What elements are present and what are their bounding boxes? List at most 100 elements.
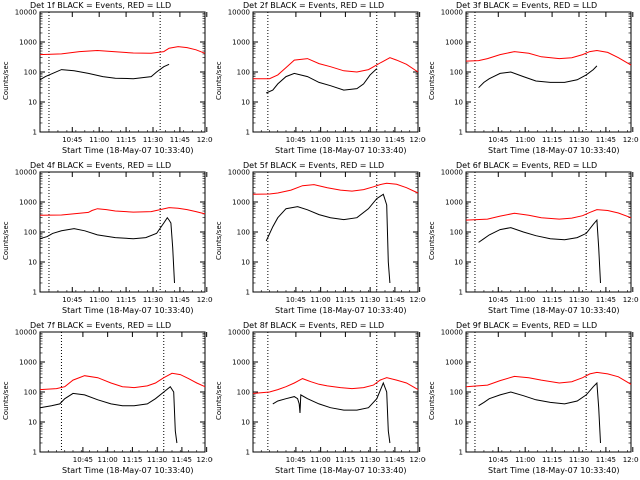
y-tick-label: 100 [24,389,37,397]
x-axis-label: Start Time (18-May-07 10:33:40) [62,466,194,475]
x-tick-label: 11:00 [515,136,535,144]
x-tick-label: 11:45 [385,136,405,144]
y-tick-label: 1000 [445,39,463,47]
plot-area: 10000 1000 100 10 1 10:45 11:00 11:15 11:30 11:45… [441,169,639,305]
plot-frame [465,171,632,293]
y-tick-label: 1000 [19,359,37,367]
x-tick-label: 11:30 [360,136,380,144]
y-tick-label: 100 [237,389,250,397]
y-tick-label: 10 [241,259,250,267]
panel-title: Det 2f BLACK = Events, RED = LLD [243,1,385,10]
panel-title: Det 7f BLACK = Events, RED = LLD [30,321,172,330]
x-tick-label: 11:15 [335,456,355,464]
lld-series-line [253,57,419,80]
y-tick-label: 1 [459,129,463,137]
x-tick-label: 11:15 [542,136,562,144]
panel-title: Det 1f BLACK = Events, RED = LLD [30,1,172,10]
y-tick-label: 100 [450,69,463,77]
y-tick-label: 100 [24,69,37,77]
y-tick-label: 10 [454,419,463,427]
x-tick-label: 11:45 [596,136,616,144]
x-tick-label: 12:00 [410,456,426,464]
y-axis-label: Counts/sec [428,61,436,100]
y-tick-label: 10000 [441,169,463,177]
plot-area: 10000 1000 100 10 1 10:45 11:00 11:15 11:30 11:45… [15,9,213,145]
x-tick-label: 10:45 [488,456,508,464]
plot-area: 10000 1000 100 10 1 10:45 11:00 11:15 11:30 11:45… [228,329,426,465]
plot-frame [39,331,206,453]
y-tick-label: 1 [459,289,463,297]
x-tick-label: 10:45 [488,296,508,304]
x-tick-label: 11:45 [596,296,616,304]
y-axis-label: Counts/sec [2,221,10,260]
events-series-line [39,385,178,444]
lld-series-line [252,182,419,195]
x-tick-label: 11:30 [569,456,589,464]
panel-title: Det 9f BLACK = Events, RED = LLD [456,321,598,330]
x-tick-label: 11:30 [143,296,163,304]
lld-series-line [465,209,632,221]
plot-area: 10000 1000 100 10 1 10:45 11:00 11:15 11:30 11:45… [441,9,639,145]
detector-panel: 10000 1000 100 10 1 10:45 11:00 11:15 11:30 11:45… [426,320,639,480]
plot-area: 10000 1000 100 10 1 10:45 11:00 11:15 11:30 11:45… [15,329,213,465]
x-tick-label: 12:00 [623,136,639,144]
detector-panel: 10000 1000 100 10 1 10:45 11:00 11:15 11:30 11:45… [213,160,426,320]
x-tick-label: 11:45 [596,456,616,464]
x-axis-label: Start Time (18-May-07 10:33:40) [488,466,620,475]
events-series-line [39,63,170,81]
x-tick-label: 11:00 [515,296,535,304]
events-series-line [478,218,601,284]
x-tick-label: 12:00 [197,136,213,144]
x-axis-label: Start Time (18-May-07 10:33:40) [62,306,194,315]
y-axis-label: Counts/sec [2,381,10,420]
x-axis-label: Start Time (18-May-07 10:33:40) [275,466,407,475]
x-tick-label: 11:15 [116,296,136,304]
x-tick-label: 11:45 [385,296,405,304]
y-tick-label: 10000 [441,329,463,337]
x-tick-label: 11:15 [122,456,142,464]
y-tick-label: 100 [237,69,250,77]
x-axis-label: Start Time (18-May-07 10:33:40) [62,146,194,155]
panel-title: Det 5f BLACK = Events, RED = LLD [243,161,385,170]
plot-frame [252,331,419,453]
plot-area: 10000 1000 100 10 1 10:45 11:00 11:15 11:30 11:45… [228,9,426,145]
y-tick-label: 100 [450,229,463,237]
panel-title: Det 4f BLACK = Events, RED = LLD [30,161,172,170]
x-tick-label: 10:45 [286,136,306,144]
x-tick-label: 11:00 [98,456,118,464]
y-tick-label: 10 [454,99,463,107]
y-tick-label: 1000 [232,199,250,207]
x-tick-label: 11:45 [172,456,192,464]
x-tick-label: 10:45 [62,296,82,304]
y-tick-label: 1000 [232,359,250,367]
events-series-line [39,216,175,284]
lld-series-line [39,372,206,391]
y-tick-label: 10000 [15,329,37,337]
y-tick-label: 1 [33,449,37,457]
x-tick-label: 12:00 [623,456,639,464]
events-series-line [265,68,378,94]
y-tick-label: 10 [28,99,37,107]
x-tick-label: 10:45 [286,456,306,464]
detector-panel: 10000 1000 100 10 1 10:45 11:00 11:15 11:30 11:45… [426,160,639,320]
plot-frame [39,171,206,293]
y-tick-label: 1000 [232,39,250,47]
y-tick-label: 10 [28,259,37,267]
x-tick-label: 12:00 [197,456,213,464]
x-tick-label: 11:15 [335,296,355,304]
x-tick-label: 11:30 [360,456,380,464]
events-series-line [478,65,598,89]
plot-area: 10000 1000 100 10 1 10:45 11:00 11:15 11:30 11:45… [228,169,426,305]
x-axis-label: Start Time (18-May-07 10:33:40) [275,306,407,315]
events-series-line [272,381,391,444]
x-tick-label: 11:00 [311,456,331,464]
y-tick-label: 1 [246,449,250,457]
y-tick-label: 100 [24,229,37,237]
x-tick-label: 10:45 [286,296,306,304]
y-tick-label: 1 [459,449,463,457]
y-tick-label: 1000 [445,199,463,207]
x-tick-label: 10:45 [488,136,508,144]
y-tick-label: 1 [246,289,250,297]
x-tick-label: 11:15 [116,136,136,144]
